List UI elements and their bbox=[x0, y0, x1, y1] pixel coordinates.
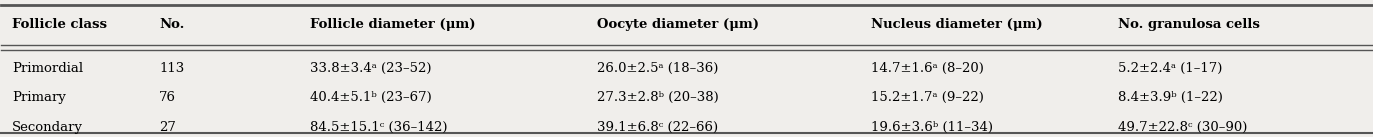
Text: Follicle class: Follicle class bbox=[12, 18, 107, 31]
Text: 8.4±3.9ᵇ (1–22): 8.4±3.9ᵇ (1–22) bbox=[1118, 91, 1223, 104]
Text: 27: 27 bbox=[159, 121, 176, 134]
Text: Primary: Primary bbox=[12, 91, 66, 104]
Text: 27.3±2.8ᵇ (20–38): 27.3±2.8ᵇ (20–38) bbox=[597, 91, 719, 104]
Text: 76: 76 bbox=[159, 91, 176, 104]
Text: 113: 113 bbox=[159, 62, 184, 75]
Text: 40.4±5.1ᵇ (23–67): 40.4±5.1ᵇ (23–67) bbox=[310, 91, 431, 104]
Text: 84.5±15.1ᶜ (36–142): 84.5±15.1ᶜ (36–142) bbox=[310, 121, 448, 134]
Text: 33.8±3.4ᵃ (23–52): 33.8±3.4ᵃ (23–52) bbox=[310, 62, 431, 75]
Text: 19.6±3.6ᵇ (11–34): 19.6±3.6ᵇ (11–34) bbox=[872, 121, 994, 134]
Text: No. granulosa cells: No. granulosa cells bbox=[1118, 18, 1260, 31]
Text: 14.7±1.6ᵃ (8–20): 14.7±1.6ᵃ (8–20) bbox=[872, 62, 984, 75]
Text: 49.7±22.8ᶜ (30–90): 49.7±22.8ᶜ (30–90) bbox=[1118, 121, 1248, 134]
Text: Secondary: Secondary bbox=[12, 121, 84, 134]
Text: 5.2±2.4ᵃ (1–17): 5.2±2.4ᵃ (1–17) bbox=[1118, 62, 1222, 75]
Text: Nucleus diameter (μm): Nucleus diameter (μm) bbox=[872, 18, 1043, 31]
Text: 39.1±6.8ᶜ (22–66): 39.1±6.8ᶜ (22–66) bbox=[597, 121, 718, 134]
Text: 26.0±2.5ᵃ (18–36): 26.0±2.5ᵃ (18–36) bbox=[597, 62, 719, 75]
Text: 15.2±1.7ᵃ (9–22): 15.2±1.7ᵃ (9–22) bbox=[872, 91, 984, 104]
Text: No.: No. bbox=[159, 18, 184, 31]
Text: Oocyte diameter (μm): Oocyte diameter (μm) bbox=[597, 18, 759, 31]
Text: Follicle diameter (μm): Follicle diameter (μm) bbox=[310, 18, 475, 31]
Text: Primordial: Primordial bbox=[12, 62, 84, 75]
